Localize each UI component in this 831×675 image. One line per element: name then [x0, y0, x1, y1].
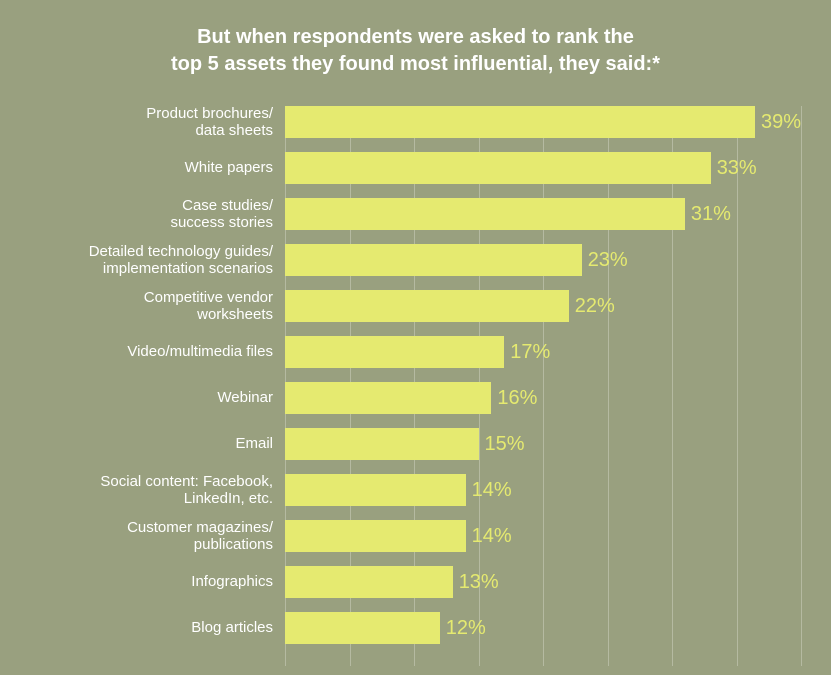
- value-label: 31%: [685, 203, 731, 226]
- influential-assets-chart: But when respondents were asked to rank …: [0, 0, 831, 675]
- bar: [285, 382, 491, 414]
- category-label: Competitive vendorworksheets: [144, 289, 285, 324]
- value-label: 14%: [466, 479, 512, 502]
- category-label: Video/multimedia files: [127, 343, 285, 360]
- value-label: 22%: [569, 295, 615, 318]
- category-label: Customer magazines/publications: [127, 519, 285, 554]
- chart-title: But when respondents were asked to rank …: [30, 24, 801, 78]
- value-label: 15%: [479, 433, 525, 456]
- category-label: Email: [235, 435, 285, 452]
- category-label: Webinar: [217, 389, 285, 406]
- bars-column: 39% 33% 31% 23% 22% 17% 16% 15% 14% 14% 13% 12%: [285, 106, 801, 666]
- value-label: 39%: [755, 111, 801, 134]
- category-label: Blog articles: [191, 619, 285, 636]
- category-label: Infographics: [191, 573, 285, 590]
- category-label: Detailed technology guides/implementatio…: [89, 243, 285, 278]
- category-label: White papers: [185, 159, 285, 176]
- bar: [285, 612, 440, 644]
- bar: [285, 566, 453, 598]
- value-label: 17%: [504, 341, 550, 364]
- category-label: Social content: Facebook,LinkedIn, etc.: [100, 473, 285, 508]
- category-label: Case studies/success stories: [170, 197, 285, 232]
- bar: [285, 244, 582, 276]
- category-labels-column: Product brochures/data sheets White paper…: [30, 106, 285, 666]
- chart-plot: Product brochures/data sheets White paper…: [30, 106, 801, 666]
- bar: [285, 520, 466, 552]
- value-label: 13%: [453, 571, 499, 594]
- bar: [285, 428, 479, 460]
- category-label: Product brochures/data sheets: [146, 105, 285, 140]
- value-label: 12%: [440, 617, 486, 640]
- value-label: 23%: [582, 249, 628, 272]
- value-label: 16%: [491, 387, 537, 410]
- bar: [285, 290, 569, 322]
- bar: [285, 152, 711, 184]
- bar: [285, 198, 685, 230]
- bar: [285, 106, 755, 138]
- gridline: [801, 106, 802, 666]
- value-label: 33%: [711, 157, 757, 180]
- bar: [285, 336, 504, 368]
- bar: [285, 474, 466, 506]
- value-label: 14%: [466, 525, 512, 548]
